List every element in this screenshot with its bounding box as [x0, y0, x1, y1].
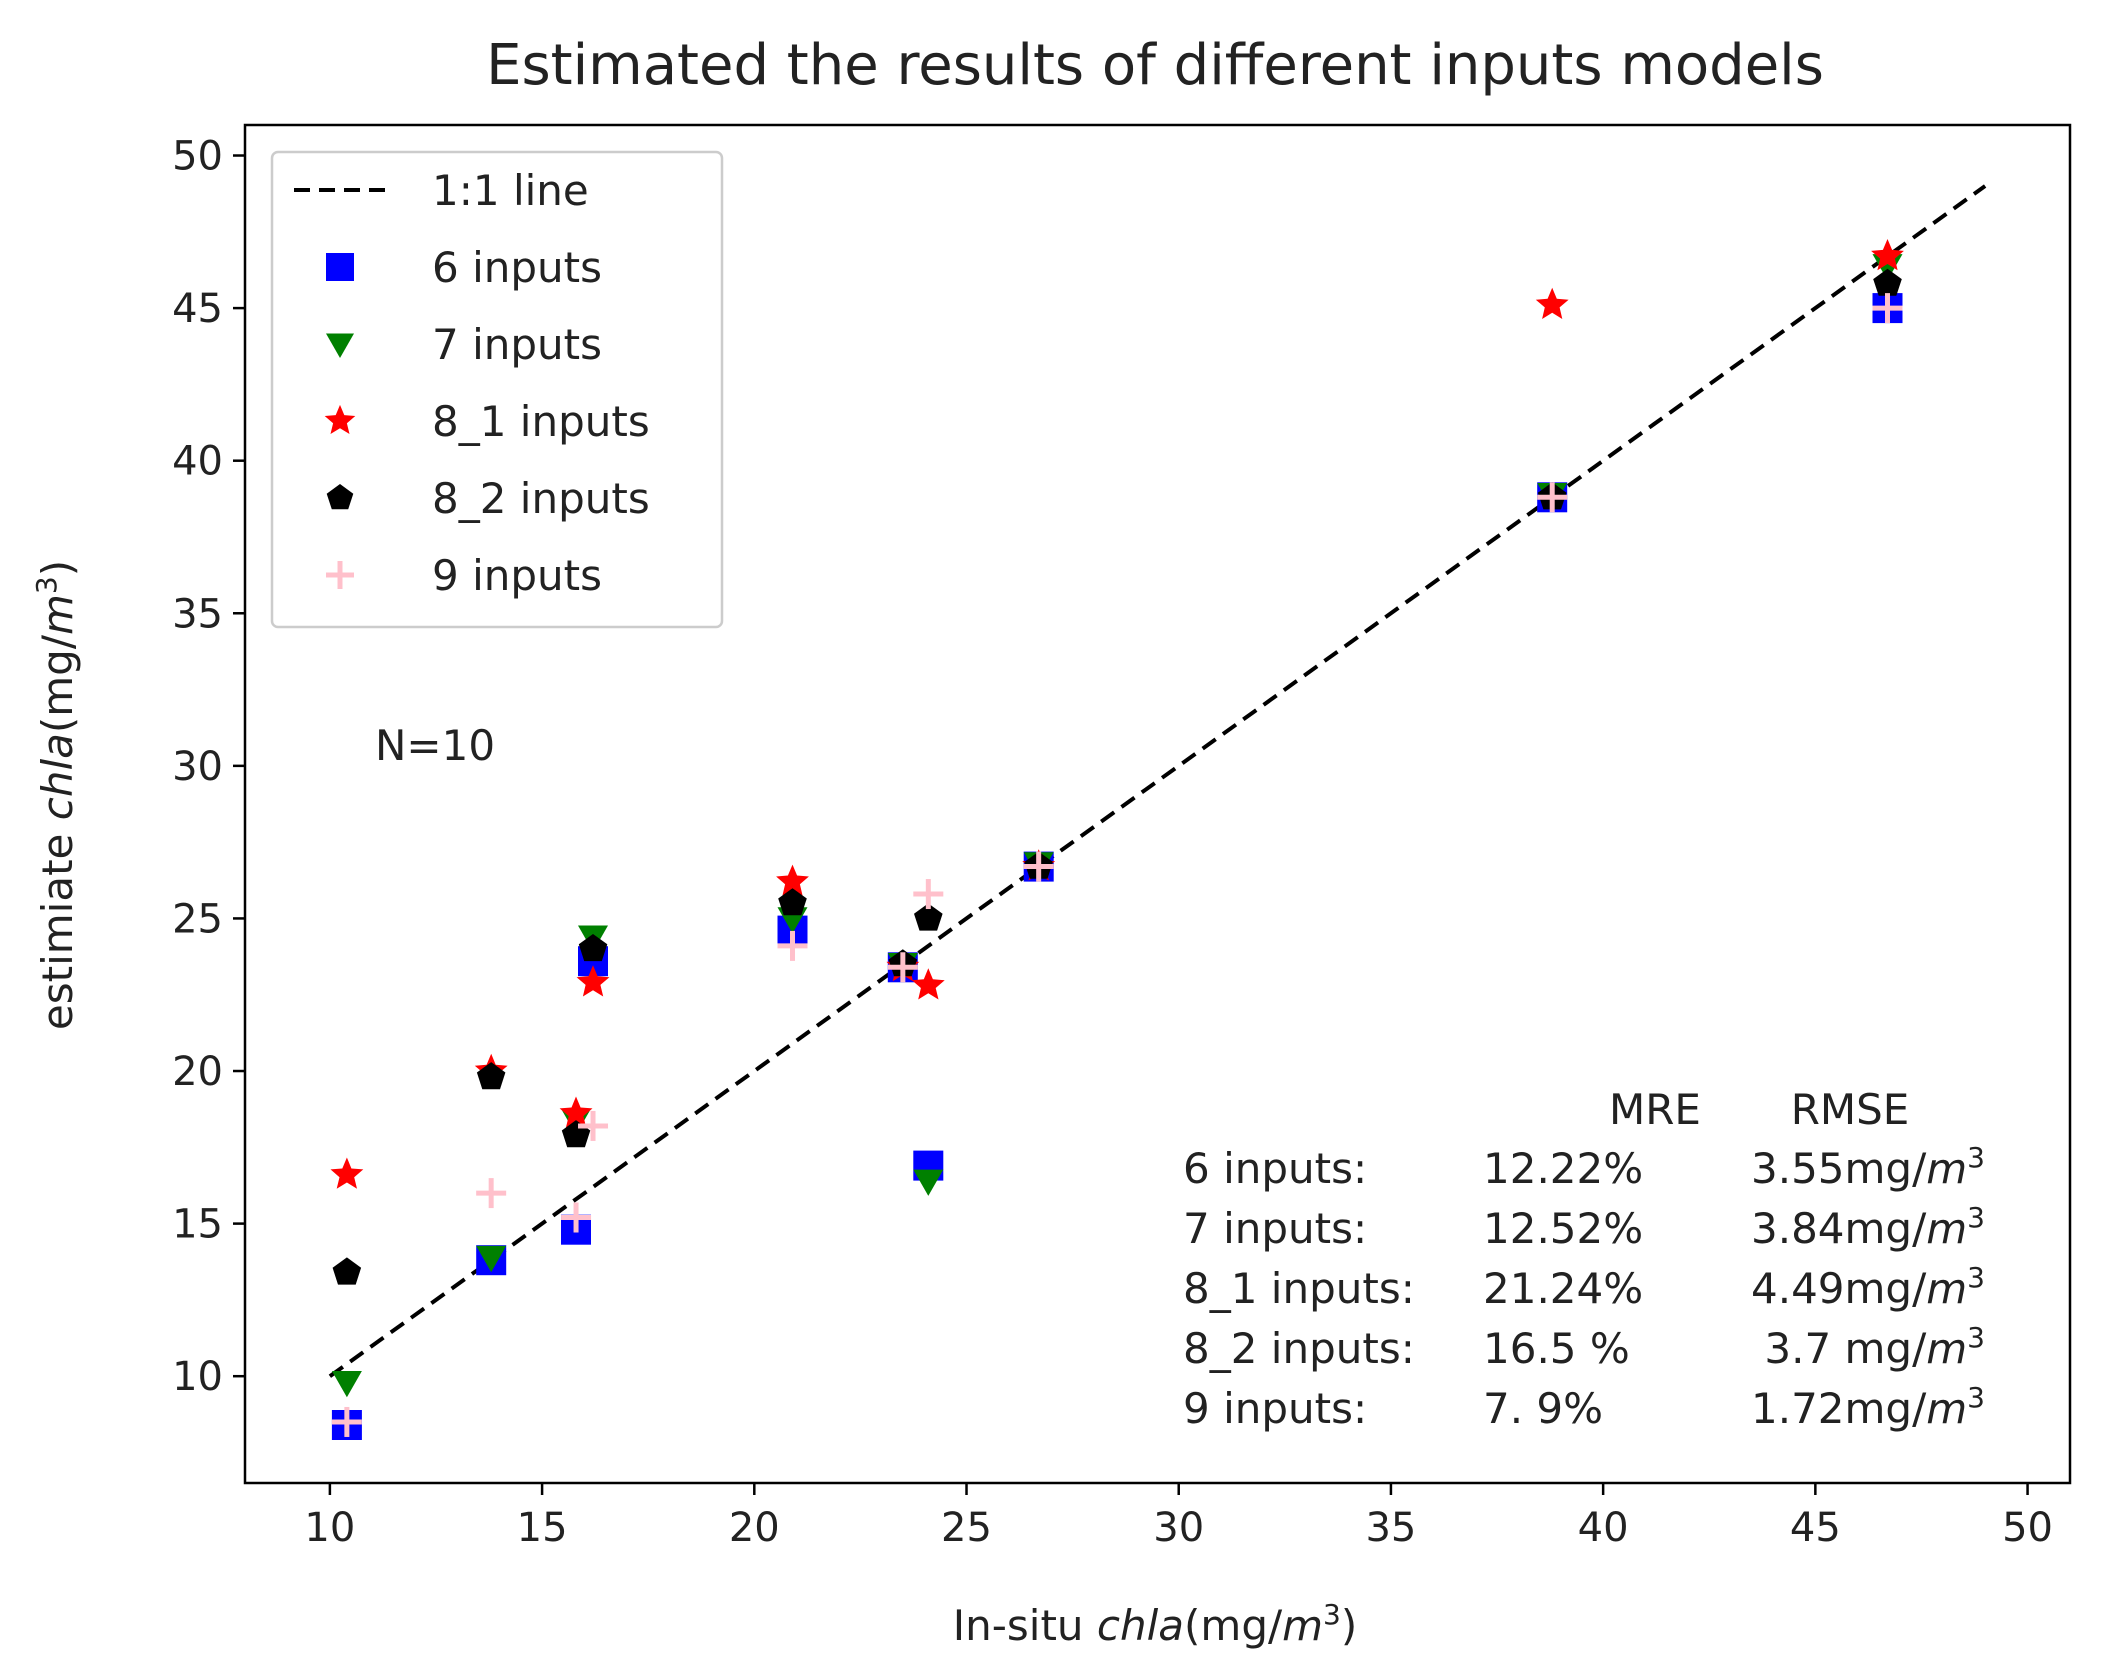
stats-row-rmse: 1.72mg/m3	[1751, 1381, 1985, 1434]
legend-label: 9 inputs	[432, 551, 602, 600]
x-tick-label: 35	[1365, 1505, 1416, 1551]
y-tick-label: 35	[172, 591, 223, 637]
legend-label: 1:1 line	[432, 166, 589, 215]
legend-marker	[326, 333, 354, 358]
sample-size-label: N=10	[375, 721, 495, 770]
stats-row-rmse: 3.7 mg/m3	[1764, 1321, 1985, 1374]
data-point	[911, 968, 945, 1000]
reference-line-group	[328, 184, 1987, 1378]
data-point	[578, 1110, 609, 1141]
stats-row-label: 9 inputs:	[1183, 1384, 1367, 1433]
x-tick-label: 20	[729, 1505, 780, 1551]
data-point	[776, 864, 809, 896]
y-tick-label: 25	[172, 896, 223, 942]
data-point	[914, 903, 943, 931]
data-point	[332, 1257, 362, 1285]
data-point	[1872, 293, 1903, 324]
data-point	[887, 952, 918, 983]
data-point	[578, 934, 608, 962]
data-point	[1871, 239, 1904, 271]
legend-label: 6 inputs	[432, 243, 602, 292]
stats-row-rmse: 3.55mg/m3	[1751, 1141, 1985, 1194]
y-tick-label: 30	[172, 744, 223, 790]
data-point	[576, 965, 610, 997]
x-tick-label: 30	[1153, 1505, 1204, 1551]
plot-area	[243, 123, 2072, 1485]
legend: 1:1 line 6 inputs 7 inputs 8_1 inputs 8_2 in…	[270, 150, 724, 629]
data-point	[476, 1062, 506, 1090]
plot-frame	[243, 123, 2072, 1485]
stats-row-rmse: 4.49mg/m3	[1751, 1261, 1985, 1314]
stats-row-mre: 21.24%	[1483, 1264, 1643, 1313]
data-point	[331, 1371, 362, 1398]
y-tick-label: 40	[172, 439, 223, 485]
legend-label: 8_2 inputs	[432, 474, 650, 523]
stats-row-label: 7 inputs:	[1183, 1204, 1367, 1253]
x-tick-label: 45	[1790, 1505, 1841, 1551]
data-point	[1535, 287, 1569, 319]
axis-ticks: 10 15 20 25 30 35 40 45 50 10 15 20 25 30 35 40 45 50	[172, 134, 2053, 1551]
x-axis-label: In-situ chla(mg/m3)	[953, 1598, 1358, 1651]
x-tick-label: 50	[2002, 1505, 2053, 1551]
data-point	[778, 888, 807, 916]
data-point	[476, 1245, 507, 1273]
data-point	[1873, 268, 1902, 296]
stats-row-label: 6 inputs:	[1183, 1144, 1367, 1193]
data-point	[777, 930, 808, 961]
stats-row-mre: 16.5 %	[1483, 1324, 1630, 1373]
y-tick-label: 10	[172, 1354, 223, 1400]
x-tick-label: 25	[941, 1505, 992, 1551]
stats-header-rmse: RMSE	[1791, 1085, 1910, 1134]
one-to-one-line	[328, 184, 1987, 1378]
y-tick-label: 15	[172, 1202, 223, 1248]
x-tick-label: 10	[304, 1505, 355, 1551]
stats-row-mre: 12.52%	[1483, 1204, 1643, 1253]
legend-label: 8_1 inputs	[432, 397, 650, 446]
legend-box	[270, 150, 724, 629]
data-point	[331, 1406, 362, 1437]
stats-row-mre: 7. 9%	[1483, 1384, 1603, 1433]
legend-label: 7 inputs	[432, 320, 602, 369]
y-tick-label: 45	[172, 286, 223, 332]
data-point	[561, 1202, 592, 1233]
data-point	[1023, 851, 1054, 882]
data-point	[330, 1157, 364, 1189]
data-point	[913, 1169, 944, 1196]
data-points	[330, 239, 1904, 1440]
annotations: N=10 MRE RMSE 6 inputs: 12.22% 3.55mg/m3 7 inp…	[375, 721, 1985, 1433]
legend-marker	[326, 253, 354, 281]
stats-row-rmse: 3.84mg/m3	[1751, 1201, 1985, 1254]
series-9-inputs	[331, 293, 1903, 1437]
data-point	[913, 879, 944, 910]
legend-marker	[326, 484, 354, 510]
y-tick-label: 20	[172, 1049, 223, 1095]
stats-row-label: 8_2 inputs:	[1183, 1324, 1415, 1373]
y-tick-label: 50	[172, 134, 223, 180]
legend-marker	[326, 561, 354, 589]
stats-header-mre: MRE	[1609, 1085, 1701, 1134]
data-point	[476, 1178, 507, 1209]
data-point	[559, 1096, 593, 1128]
stats-row-label: 8_1 inputs:	[1183, 1264, 1415, 1313]
x-tick-label: 15	[517, 1505, 568, 1551]
y-axis-label: estimiate chla(mg/m3)	[30, 560, 83, 1030]
stats-row-mre: 12.22%	[1483, 1144, 1643, 1193]
x-tick-label: 40	[1578, 1505, 1629, 1551]
chart-title: Estimated the results of different input…	[486, 33, 1824, 98]
legend-marker	[324, 404, 356, 434]
data-point	[1537, 482, 1568, 513]
